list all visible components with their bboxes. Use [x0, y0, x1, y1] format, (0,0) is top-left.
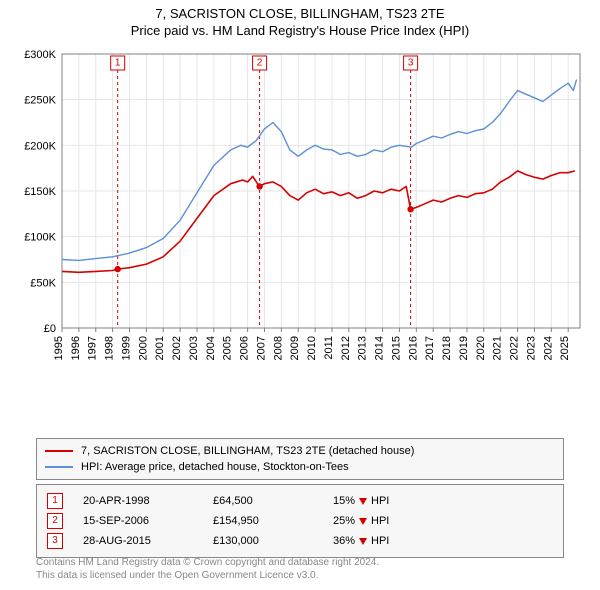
event-delta-pct: 15% — [333, 495, 355, 507]
xtick-label: 2001 — [154, 336, 166, 360]
xtick-label: 2009 — [289, 336, 301, 360]
xtick-label: 2008 — [272, 336, 284, 360]
event-row: 3 28-AUG-2015£130,00036% HPI — [47, 531, 553, 551]
event-date: 20-APR-1998 — [83, 495, 213, 507]
xtick-label: 2019 — [458, 336, 470, 360]
event-price: £130,000 — [213, 535, 333, 547]
xtick-label: 2020 — [475, 336, 487, 360]
xtick-label: 2016 — [407, 336, 419, 360]
event-row: 1 20-APR-1998£64,50015% HPI — [47, 491, 553, 511]
event-delta-suffix: HPI — [371, 515, 389, 527]
event-row-badge: 3 — [47, 533, 63, 549]
event-badge-number: 1 — [115, 58, 121, 69]
event-badge-number: 2 — [257, 58, 263, 69]
chart: £0 £50K £100K £150K £200K £250K £300K 1995 1996 1… — [12, 46, 588, 386]
xtick-label: 2011 — [323, 336, 335, 360]
xtick-label: 2006 — [239, 336, 251, 360]
xtick-label: 2007 — [255, 336, 267, 360]
ytick-label: £300K — [24, 49, 56, 61]
xtick-label: 2024 — [542, 336, 554, 360]
xtick-label: 2012 — [340, 336, 352, 360]
event-row-badge: 1 — [47, 493, 63, 509]
event-delta-pct: 36% — [333, 535, 355, 547]
title-line-1: 7, SACRISTON CLOSE, BILLINGHAM, TS23 2TE — [0, 6, 600, 21]
xtick-label: 2003 — [188, 336, 200, 360]
ytick-label: £50K — [30, 277, 56, 289]
xtick-label: 2017 — [424, 336, 436, 360]
xtick-label: 2025 — [559, 336, 571, 360]
ytick-label: £200K — [24, 140, 56, 152]
chart-svg: £0 £50K £100K £150K £200K £250K £300K 1995 1996 1… — [12, 46, 588, 386]
event-delta-suffix: HPI — [371, 535, 389, 547]
xtick-label: 2015 — [390, 336, 402, 360]
event-row: 2 15-SEP-2006£154,95025% HPI — [47, 511, 553, 531]
ytick-label: £250K — [24, 95, 56, 107]
events-table: 1 20-APR-1998£64,50015% HPI 2 15-SEP-2006£15… — [36, 484, 564, 558]
event-row-badge: 2 — [47, 513, 63, 529]
chart-title: 7, SACRISTON CLOSE, BILLINGHAM, TS23 2TE… — [0, 0, 600, 38]
event-badge-number: 3 — [408, 58, 414, 69]
event-price: £154,950 — [213, 515, 333, 527]
footer-line-2: This data is licensed under the Open Gov… — [36, 569, 564, 582]
arrow-down-icon — [359, 518, 367, 525]
arrow-down-icon — [359, 538, 367, 545]
xtick-label: 2018 — [441, 336, 453, 360]
event-price: £64,500 — [213, 495, 333, 507]
xtick-label: 2013 — [357, 336, 369, 360]
ytick-label: £150K — [24, 186, 56, 198]
title-line-2: Price paid vs. HM Land Registry's House … — [0, 23, 600, 38]
ytick-label: £0 — [44, 323, 56, 335]
footer-line-1: Contains HM Land Registry data © Crown c… — [36, 556, 564, 569]
xtick-label: 1997 — [87, 336, 99, 360]
legend: 7, SACRISTON CLOSE, BILLINGHAM, TS23 2TE… — [36, 438, 564, 480]
event-delta-pct: 25% — [333, 515, 355, 527]
xtick-label: 2002 — [171, 336, 183, 360]
legend-label: 7, SACRISTON CLOSE, BILLINGHAM, TS23 2TE… — [81, 443, 414, 459]
xtick-label: 1999 — [120, 336, 132, 360]
xtick-label: 2023 — [525, 336, 537, 360]
xtick-label: 2004 — [205, 336, 217, 360]
page: 7, SACRISTON CLOSE, BILLINGHAM, TS23 2TE… — [0, 0, 600, 590]
xtick-label: 2014 — [374, 336, 386, 360]
legend-row: HPI: Average price, detached house, Stoc… — [45, 459, 555, 475]
legend-swatch — [45, 466, 73, 468]
arrow-down-icon — [359, 498, 367, 505]
xtick-label: 2005 — [222, 336, 234, 360]
event-date: 28-AUG-2015 — [83, 535, 213, 547]
footer: Contains HM Land Registry data © Crown c… — [36, 556, 564, 582]
xtick-label: 1995 — [53, 336, 65, 360]
xtick-label: 2000 — [137, 336, 149, 360]
xtick-label: 1996 — [70, 336, 82, 360]
event-date: 15-SEP-2006 — [83, 515, 213, 527]
legend-swatch — [45, 450, 73, 452]
ytick-label: £100K — [24, 232, 56, 244]
event-delta-suffix: HPI — [371, 495, 389, 507]
xtick-label: 2021 — [492, 336, 504, 360]
event-delta: 25% HPI — [333, 515, 389, 527]
xtick-label: 2010 — [306, 336, 318, 360]
xtick-label: 1998 — [104, 336, 116, 360]
event-delta: 15% HPI — [333, 495, 389, 507]
xtick-label: 2022 — [509, 336, 521, 360]
legend-label: HPI: Average price, detached house, Stoc… — [81, 459, 349, 475]
event-delta: 36% HPI — [333, 535, 389, 547]
legend-row: 7, SACRISTON CLOSE, BILLINGHAM, TS23 2TE… — [45, 443, 555, 459]
